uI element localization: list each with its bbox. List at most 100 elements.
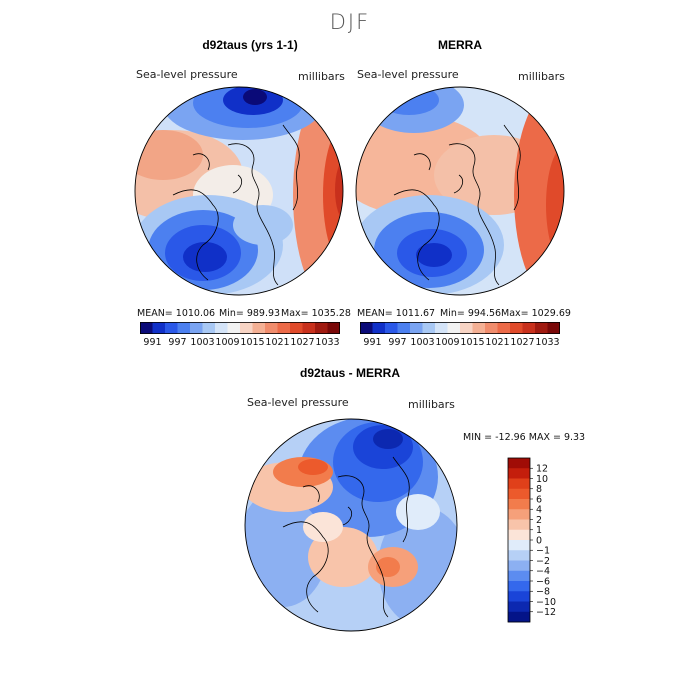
diff-colorbar-tick-label: 1 xyxy=(536,525,542,536)
panel-1-colorbar-swatch xyxy=(190,322,203,334)
panel-1-mean: MEAN= 1010.06 xyxy=(137,308,216,319)
panel-2-title: MERRA xyxy=(438,38,482,52)
diff-colorbar-swatch xyxy=(508,519,530,531)
panel-1-colorbar-swatch xyxy=(202,322,216,334)
panel-2-colorbar-tick-label: 1027 xyxy=(510,337,534,348)
panel-2-colorbar-swatch xyxy=(510,322,523,334)
panel-2-units-label: millibars xyxy=(518,70,565,83)
panel-2-colorbar-swatch xyxy=(497,322,511,334)
panel-2-colorbar-tick-label: 1009 xyxy=(435,337,459,348)
diff-colorbar-swatch xyxy=(508,499,530,510)
diff-colorbar-swatch xyxy=(508,550,530,561)
diff-colorbar-tick-label: −4 xyxy=(536,566,550,577)
diff-colorbar-swatch xyxy=(508,570,530,582)
panel-2-colorbar-swatch xyxy=(535,322,548,334)
panel-1-colorbar-swatch xyxy=(140,322,153,334)
panel-1-colorbar-swatch xyxy=(265,322,278,334)
panel-2-colorbar-swatch xyxy=(410,322,423,334)
panel-2-mean: MEAN= 1011.67 xyxy=(357,308,436,319)
panel-2-polar-map xyxy=(355,86,565,296)
panel-2-colorbar-tick-label: 1003 xyxy=(410,337,434,348)
diff-colorbar-tick-label: 10 xyxy=(536,474,548,485)
panel-2-colorbar-swatch xyxy=(435,322,448,334)
diff-colorbar-swatch xyxy=(508,560,530,572)
diff-colorbar-tick-label: −10 xyxy=(536,597,556,608)
panel-1-max: Max= 1035.28 xyxy=(281,308,351,319)
diff-colorbar-tick-label: −12 xyxy=(536,607,556,618)
panel-1-title: d92taus (yrs 1-1) xyxy=(202,38,298,52)
panel-1-colorbar-tick-label: 1015 xyxy=(240,337,264,348)
panel-1-colorbar-frame xyxy=(140,322,340,334)
panel-2-variable-label: Sea-level pressure xyxy=(357,68,459,81)
panel-2-colorbar-swatch xyxy=(472,322,486,334)
diff-colorbar-swatch xyxy=(508,488,530,500)
panel-1-polar-map xyxy=(134,86,344,296)
panel-1-colorbar-swatch xyxy=(327,322,340,334)
panel-2-colorbar-swatch xyxy=(460,322,473,334)
panel-1-colorbar-tick-label: 991 xyxy=(143,337,161,348)
panel-1-colorbar-tick-label: 1021 xyxy=(265,337,289,348)
panel-2-colorbar-swatch xyxy=(372,322,386,334)
diff-colorbar-tick-label: −6 xyxy=(536,576,550,587)
panel-1-colorbar-swatch xyxy=(215,322,228,334)
panel-1-colorbar-swatch xyxy=(290,322,303,334)
diff-colorbar-tick-label: 12 xyxy=(536,464,548,475)
panel-1-colorbar-swatch xyxy=(227,322,241,334)
panel-1-colorbar-tick-label: 997 xyxy=(168,337,186,348)
panel-2-colorbar-swatch xyxy=(422,322,436,334)
diff-panel-variable-label: Sea-level pressure xyxy=(247,396,349,409)
panel-2-colorbar-tick-label: 1015 xyxy=(460,337,484,348)
panel-1-colorbar-swatch xyxy=(240,322,253,334)
panel-1-colorbar-tick-label: 1003 xyxy=(190,337,214,348)
panel-2-colorbar-swatch xyxy=(485,322,498,334)
panel-1-colorbar-labels: 991 997 1003 1009 1015 1021 1027 1033 xyxy=(143,337,339,348)
panel-1-colorbar-swatch xyxy=(277,322,291,334)
panel-2-colorbar-labels: 991 997 1003 1009 1015 1021 1027 1033 xyxy=(363,337,559,348)
panel-1-units-label: millibars xyxy=(298,70,345,83)
diff-colorbar-tick-label: 4 xyxy=(536,505,542,516)
diff-colorbar-swatch xyxy=(508,540,530,551)
diff-colorbar-tick-label: −8 xyxy=(536,587,550,598)
diff-colorbar-swatch xyxy=(508,458,530,469)
diff-colorbar-swatch xyxy=(508,468,530,479)
figure-title: DJF xyxy=(329,10,371,34)
panel-2-colorbar-swatch xyxy=(360,322,373,334)
panel-2-min: Min= 994.56 xyxy=(440,308,502,319)
diff-colorbar-swatch xyxy=(508,478,530,490)
diff-colorbar-swatch xyxy=(508,529,530,541)
panel-2-colorbar-frame xyxy=(360,322,560,334)
diff-colorbar-swatch xyxy=(508,601,530,613)
diff-colorbar-tick-label: 6 xyxy=(536,494,542,505)
diff-colorbar-swatch xyxy=(508,581,530,592)
panel-1-colorbar-tick-label: 1027 xyxy=(290,337,314,348)
panel-2-colorbar-swatch xyxy=(385,322,398,334)
diff-colorbar-tick-label: −1 xyxy=(536,546,550,557)
panel-1-colorbar-swatch xyxy=(177,322,191,334)
panel-1-colorbar-swatch xyxy=(315,322,328,334)
panel-1-colorbar-swatch xyxy=(152,322,166,334)
panel-2-colorbar-swatch xyxy=(447,322,461,334)
panel-1-min: Min= 989.93 xyxy=(219,308,281,319)
panel-2-colorbar-tick-label: 991 xyxy=(363,337,381,348)
panel-1-colorbar-swatch xyxy=(302,322,316,334)
panel-2-colorbar-swatch xyxy=(522,322,536,334)
diff-colorbar-tick-label: 0 xyxy=(536,535,542,546)
diff-panel-units-label: millibars xyxy=(408,398,455,411)
panel-1-variable-label: Sea-level pressure xyxy=(136,68,238,81)
panel-1-colorbar-tick-label: 1033 xyxy=(315,337,339,348)
diff-panel-polar-map xyxy=(244,418,458,632)
diff-panel-title: d92taus - MERRA xyxy=(299,366,400,380)
panel-1-colorbar xyxy=(140,322,340,334)
diff-colorbar-swatch xyxy=(508,591,530,602)
panel-1-colorbar-swatch xyxy=(165,322,178,334)
panel-2-colorbar-tick-label: 1021 xyxy=(485,337,509,348)
panel-1-colorbar-swatch xyxy=(252,322,266,334)
diff-colorbar-swatch xyxy=(508,509,530,520)
diff-colorbar-tick-label: 8 xyxy=(536,484,542,495)
diff-panel-minmax: MIN = -12.96 MAX = 9.33 xyxy=(463,432,586,443)
panel-2-colorbar-swatch xyxy=(547,322,560,334)
panel-2-colorbar-tick-label: 997 xyxy=(388,337,406,348)
panel-1-colorbar-tick-label: 1009 xyxy=(215,337,239,348)
panel-2-colorbar xyxy=(360,322,560,334)
